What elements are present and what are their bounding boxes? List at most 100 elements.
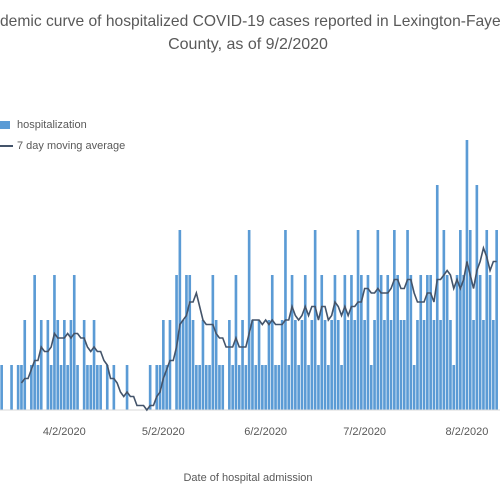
bar <box>294 320 297 410</box>
bar <box>297 365 300 410</box>
bar <box>482 320 485 410</box>
bar <box>99 365 102 410</box>
bar <box>105 365 109 410</box>
bar <box>478 275 482 410</box>
bar <box>363 320 366 410</box>
bar <box>465 140 469 410</box>
chart-title: County, as of 9/2/2020 <box>168 36 328 53</box>
bar <box>346 320 350 410</box>
moving-average-line <box>20 245 497 412</box>
bar <box>449 320 452 410</box>
bar <box>336 320 340 410</box>
bar <box>402 320 406 410</box>
legend-label: hospitalization <box>17 119 87 131</box>
bar <box>261 365 264 410</box>
x-tick-label: 4/2/2020 <box>43 426 86 438</box>
bar <box>33 275 36 410</box>
bar <box>373 320 376 410</box>
bar <box>277 365 281 410</box>
bar <box>422 320 426 410</box>
bar <box>59 365 63 410</box>
chart-title: demic curve of hospitalized COVID-19 cas… <box>0 13 500 30</box>
bar <box>228 320 231 410</box>
x-axis-title: Date of hospital admission <box>183 472 312 484</box>
bar <box>274 365 277 410</box>
bar <box>369 365 373 410</box>
bar <box>333 275 337 410</box>
bar <box>406 230 409 410</box>
bar <box>36 365 40 410</box>
bar <box>376 230 380 410</box>
bar <box>96 365 99 410</box>
bar <box>72 275 76 410</box>
bar <box>231 365 234 410</box>
bar <box>204 365 208 410</box>
bar <box>237 365 241 410</box>
bar <box>76 365 79 410</box>
bar <box>270 275 274 410</box>
bar <box>475 185 479 410</box>
bar <box>16 365 20 410</box>
bar <box>310 320 314 410</box>
bar <box>63 320 66 410</box>
bar <box>300 320 304 410</box>
bar <box>251 320 254 410</box>
x-tick-label: 7/2/2020 <box>343 426 386 438</box>
bar <box>307 365 310 410</box>
bar <box>360 275 363 410</box>
bar <box>211 275 215 410</box>
bar <box>264 365 267 410</box>
bar <box>198 365 201 410</box>
bar <box>442 230 446 410</box>
bar <box>208 365 211 410</box>
bar <box>92 320 96 410</box>
bar <box>445 275 449 410</box>
bar <box>317 365 320 410</box>
bar <box>412 365 416 410</box>
bar <box>191 320 195 410</box>
bar <box>429 275 432 410</box>
x-tick-label: 6/2/2020 <box>244 426 287 438</box>
bar <box>168 320 172 410</box>
bar <box>201 320 205 410</box>
bar <box>393 230 396 410</box>
bar <box>218 365 221 410</box>
bar <box>195 365 198 410</box>
bar <box>320 275 324 410</box>
bar <box>492 320 495 410</box>
bar <box>30 365 33 410</box>
bar <box>155 365 159 410</box>
bar <box>455 275 459 410</box>
bar <box>459 230 462 410</box>
bar <box>53 275 56 410</box>
bar <box>356 230 360 410</box>
bar <box>158 365 162 410</box>
bar <box>452 365 456 410</box>
bar <box>46 320 50 410</box>
bar <box>185 275 188 410</box>
bar <box>389 320 393 410</box>
bar <box>234 275 238 410</box>
bar <box>290 275 294 410</box>
bar <box>181 320 185 410</box>
bar <box>244 365 248 410</box>
bar <box>23 320 27 410</box>
bar <box>20 365 23 410</box>
bar <box>488 275 492 410</box>
bar <box>386 275 390 410</box>
bar <box>69 320 73 410</box>
bar <box>188 275 192 410</box>
x-tick-label: 5/2/2020 <box>142 426 185 438</box>
bar <box>280 320 284 410</box>
bar <box>399 320 403 410</box>
bar <box>419 275 423 410</box>
bar <box>468 230 472 410</box>
bar <box>257 320 261 410</box>
legend-label: 7 day moving average <box>17 140 125 152</box>
bar <box>125 365 129 410</box>
bar <box>396 275 399 410</box>
bar <box>214 320 218 410</box>
bar <box>426 275 429 410</box>
bar <box>313 230 317 410</box>
